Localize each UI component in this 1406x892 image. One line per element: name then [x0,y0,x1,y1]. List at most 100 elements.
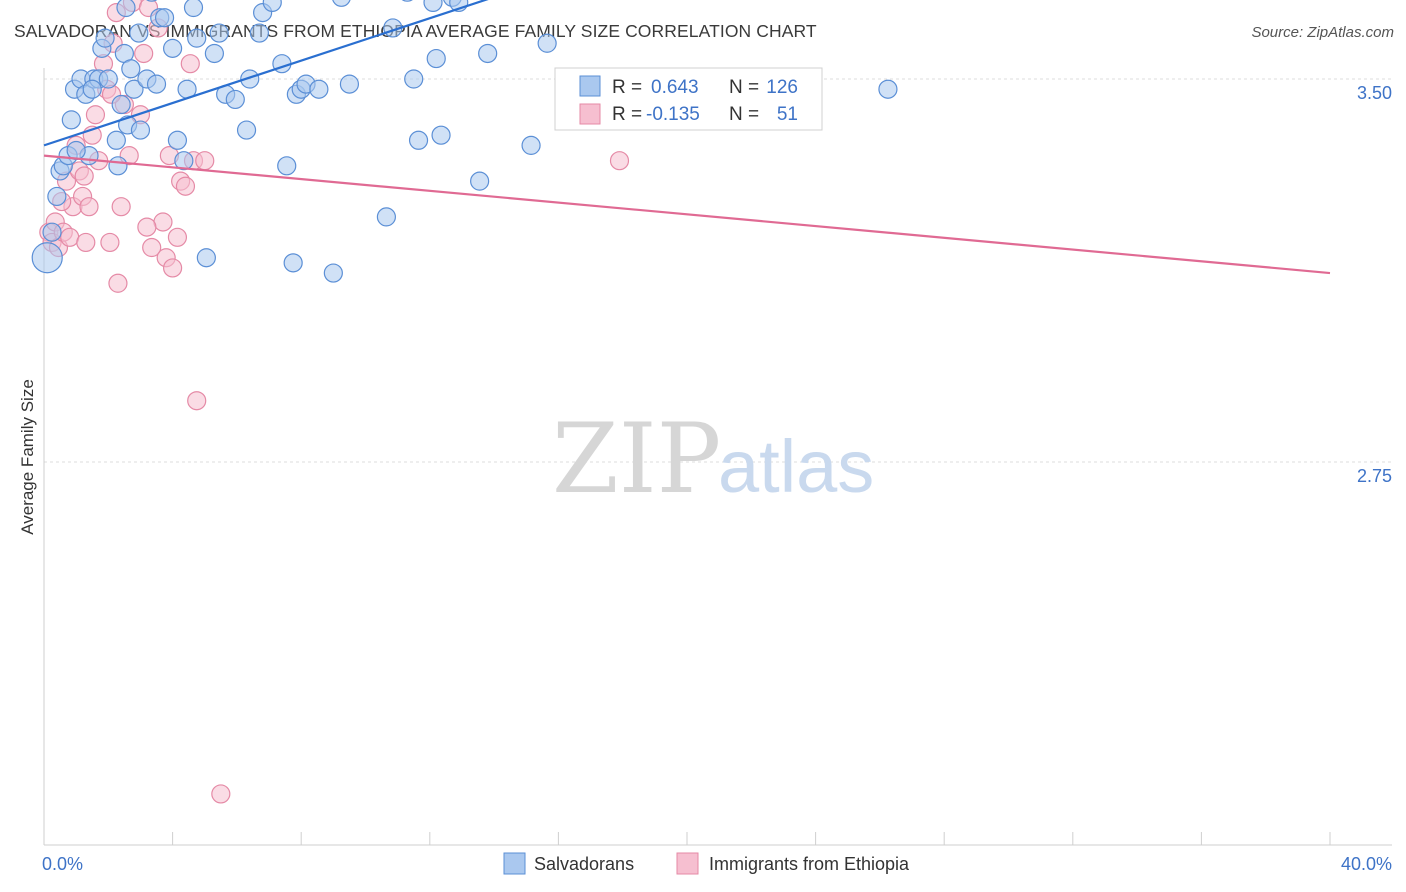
ethiopia-point [100,232,120,253]
bottom-legend-label-salvadorans: Salvadorans [534,854,634,874]
watermark-zip: ZIP [552,403,721,515]
salvadoran-point [376,207,396,227]
salvadoran-point [249,23,270,43]
ethiopia-point [134,43,154,64]
ethiopia-point [167,227,188,247]
salvadoran-point [262,0,282,12]
legend-r-value-1: 0.643 [651,77,699,98]
salvadoran-point [183,0,204,18]
salvadoran-point [323,263,343,283]
salvadoran-point [478,43,498,64]
bottom-legend-swatch-ethiopia [676,852,699,875]
y-tick-label-1: 3.50 [1357,83,1392,103]
legend-n-label-2: N = [729,104,759,125]
salvadoran-points [31,0,898,283]
salvadoran-point [108,156,128,176]
salvadoran-point [470,171,490,191]
watermark-atlas: atlas [718,425,874,508]
salvadoran-point [154,8,175,28]
salvadoran-point [121,59,141,79]
legend-n-value-2: 51 [777,104,798,125]
ethiopia-point [85,105,106,125]
x-tick-label-min: 0.0% [42,854,83,874]
salvadoran-point [174,151,194,171]
legend-r-label-2: R = [612,104,642,125]
legend-swatch-ethiopia [579,103,601,125]
legend-swatch-salvadorans [579,75,601,97]
x-ticks [43,832,1331,845]
salvadoran-point [47,186,67,207]
salvadoran-point [146,74,167,94]
ethiopia-point [609,151,630,171]
trend-lines [43,0,1331,275]
salvadoran-point [82,79,102,99]
salvadoran-point [196,248,216,268]
salvadoran-point [401,0,413,2]
salvadoran-point [146,0,158,2]
ethiopia-point [142,237,162,258]
salvadoran-point [332,0,351,7]
salvadoran-point [521,135,541,155]
salvadoran-point [204,43,224,64]
legend-n-label-1: N = [729,77,759,98]
bottom-legend-swatch-salvadorans [503,852,526,875]
watermark: ZIP atlas [552,403,874,515]
legend: R = 0.643 N = 126 R = -0.135 N = 51 [554,67,823,131]
salvadoran-point [187,28,207,48]
salvadoran-point [537,33,557,53]
salvadoran-point [124,79,144,99]
ethiopia-point [137,217,157,237]
salvadoran-point [31,242,63,274]
salvadoran-point [111,94,131,115]
salvadoran-point [423,0,443,12]
salvadoran-point [240,69,260,89]
salvadoran-point [283,253,303,273]
legend-r-value-2: -0.135 [646,104,700,125]
salvadoran-point [225,89,245,110]
salvadoran-point [95,28,115,48]
salvadoran-point [98,69,118,89]
salvadoran-point [236,120,257,140]
ethiopia-point [187,391,207,411]
ethiopia-point [180,54,200,74]
legend-r-label-1: R = [612,77,642,98]
ethiopia-point [153,212,173,232]
ethiopia-point [79,197,99,217]
salvadoran-point [878,79,898,99]
axes [43,68,1392,846]
ethiopia-point [195,151,215,171]
bottom-legend-label-ethiopia: Immigrants from Ethiopia [709,854,910,874]
bottom-legend: Salvadorans Immigrants from Ethiopia [503,852,910,875]
salvadoran-trend-line [43,0,489,147]
salvadoran-point [61,110,81,130]
y-tick-label-0: 2.75 [1357,466,1392,486]
ethiopia-point [111,197,131,217]
salvadoran-point [209,23,229,43]
salvadoran-point [116,0,136,18]
salvadoran-point [167,130,188,150]
salvadoran-point [408,130,429,150]
salvadoran-point [42,222,62,242]
ethiopia-trend-line [43,154,1331,275]
legend-n-value-1: 126 [766,77,798,98]
ethiopia-point [163,258,183,278]
salvadoran-point [449,0,469,12]
x-tick-label-max: 40.0% [1341,854,1392,874]
salvadoran-point [106,130,126,150]
ethiopia-point [211,784,231,804]
ethiopia-point [175,176,196,196]
salvadoran-point [339,74,360,94]
salvadoran-point [130,120,151,140]
salvadoran-point [426,48,446,69]
y-tick-labels: 2.753.504.255.00 [1357,83,1392,486]
salvadoran-point [129,23,149,43]
ethiopia-point [74,166,94,186]
source-label: Source: ZipAtlas.com [1251,24,1394,41]
salvadoran-point [431,125,451,145]
salvadoran-point [163,38,183,58]
y-axis-label: Average Family Size [18,379,37,535]
salvadoran-point [277,156,297,176]
ethiopia-point [108,273,128,293]
salvadoran-point [309,79,329,99]
